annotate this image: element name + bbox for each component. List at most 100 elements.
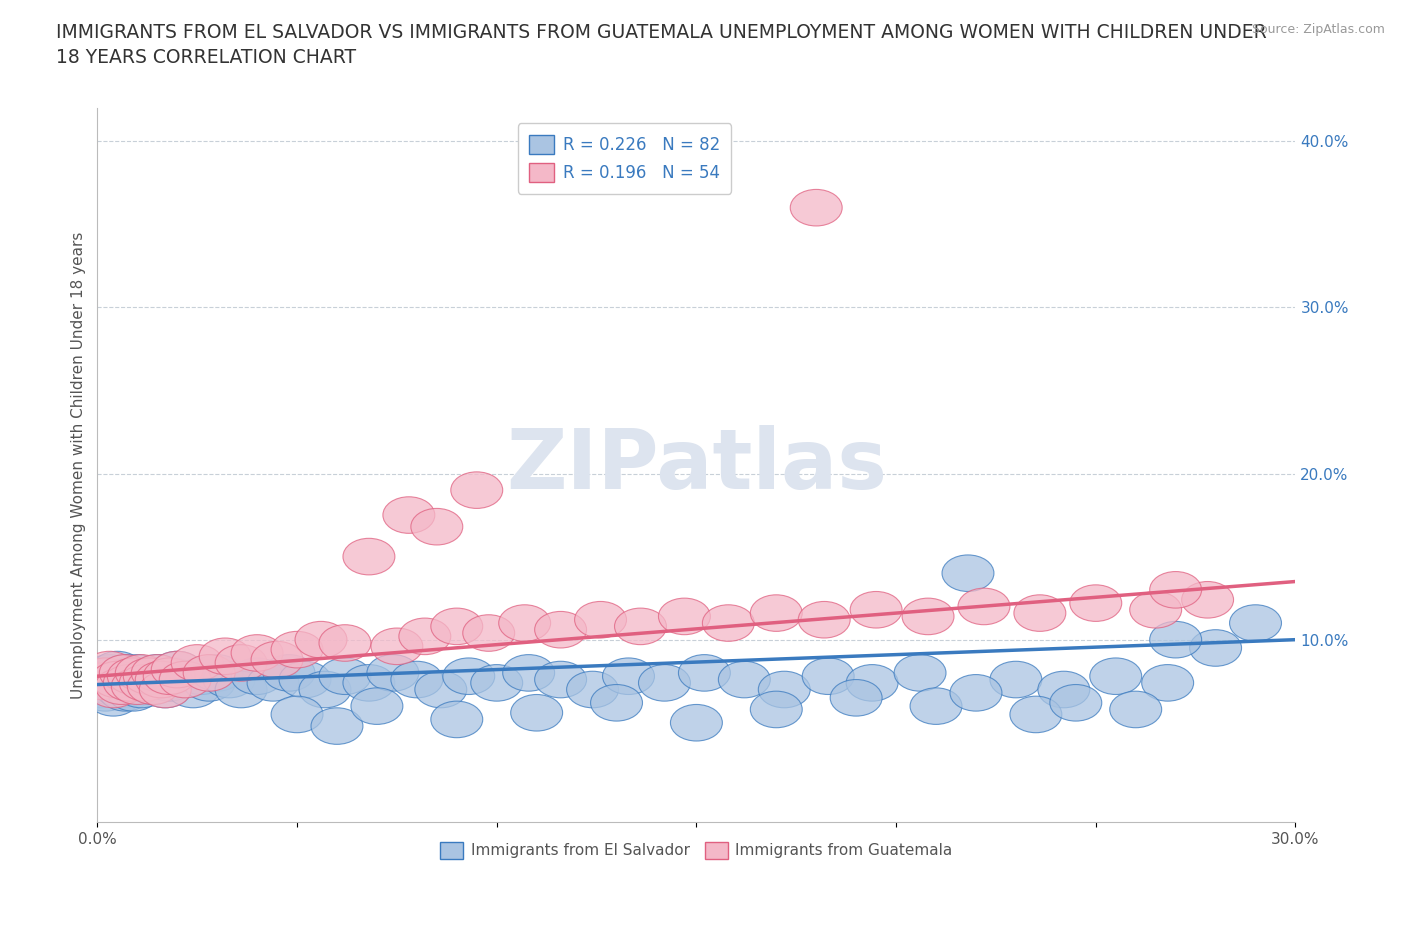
Text: ZIPatlas: ZIPatlas [506,425,887,506]
Ellipse shape [311,708,363,744]
Ellipse shape [591,684,643,721]
Ellipse shape [96,661,148,698]
Ellipse shape [120,665,172,701]
Ellipse shape [352,688,404,724]
Ellipse shape [894,655,946,691]
Ellipse shape [1181,581,1233,618]
Ellipse shape [107,668,159,704]
Ellipse shape [139,671,191,708]
Ellipse shape [263,655,315,691]
Ellipse shape [231,658,283,695]
Ellipse shape [1129,591,1181,628]
Ellipse shape [1150,572,1202,608]
Ellipse shape [503,655,554,691]
Ellipse shape [111,655,163,691]
Ellipse shape [96,671,148,708]
Ellipse shape [451,472,503,509]
Ellipse shape [534,661,586,698]
Ellipse shape [391,661,443,698]
Ellipse shape [411,509,463,545]
Ellipse shape [990,661,1042,698]
Ellipse shape [751,691,803,728]
Ellipse shape [148,658,200,695]
Ellipse shape [104,665,155,701]
Ellipse shape [167,671,219,708]
Ellipse shape [231,634,283,671]
Ellipse shape [343,665,395,701]
Ellipse shape [215,671,267,708]
Ellipse shape [1010,697,1062,733]
Ellipse shape [100,655,152,691]
Ellipse shape [79,663,131,699]
Y-axis label: Unemployment Among Women with Children Under 18 years: Unemployment Among Women with Children U… [72,232,86,699]
Ellipse shape [319,658,371,695]
Ellipse shape [575,602,627,638]
Ellipse shape [534,611,586,648]
Ellipse shape [1014,595,1066,631]
Ellipse shape [215,644,267,681]
Ellipse shape [87,658,139,695]
Ellipse shape [91,666,143,703]
Ellipse shape [1038,671,1090,708]
Ellipse shape [111,668,163,704]
Ellipse shape [183,655,235,691]
Ellipse shape [91,661,143,698]
Ellipse shape [319,625,371,661]
Ellipse shape [382,497,434,533]
Ellipse shape [152,651,204,688]
Ellipse shape [159,661,211,698]
Ellipse shape [803,658,855,695]
Ellipse shape [87,671,139,708]
Ellipse shape [104,665,155,701]
Ellipse shape [371,628,423,665]
Ellipse shape [1150,621,1202,658]
Ellipse shape [115,671,167,708]
Ellipse shape [790,190,842,226]
Ellipse shape [295,621,347,658]
Ellipse shape [399,618,451,655]
Ellipse shape [846,665,898,701]
Ellipse shape [128,668,179,704]
Ellipse shape [76,663,128,699]
Ellipse shape [679,655,730,691]
Ellipse shape [100,655,152,691]
Ellipse shape [671,704,723,741]
Ellipse shape [658,598,710,634]
Ellipse shape [1070,585,1122,621]
Ellipse shape [131,655,183,691]
Ellipse shape [115,661,167,698]
Ellipse shape [83,651,135,688]
Ellipse shape [271,697,323,733]
Text: Source: ZipAtlas.com: Source: ZipAtlas.com [1251,23,1385,36]
Text: IMMIGRANTS FROM EL SALVADOR VS IMMIGRANTS FROM GUATEMALA UNEMPLOYMENT AMONG WOME: IMMIGRANTS FROM EL SALVADOR VS IMMIGRANT… [56,23,1267,67]
Ellipse shape [191,655,243,691]
Ellipse shape [430,608,482,644]
Ellipse shape [135,661,187,698]
Ellipse shape [83,655,135,691]
Ellipse shape [510,695,562,731]
Ellipse shape [104,658,155,695]
Ellipse shape [343,538,395,575]
Ellipse shape [91,651,143,688]
Ellipse shape [131,655,183,691]
Ellipse shape [1109,691,1161,728]
Ellipse shape [107,658,159,695]
Ellipse shape [252,642,304,678]
Ellipse shape [299,671,352,708]
Ellipse shape [758,671,810,708]
Ellipse shape [200,638,252,674]
Ellipse shape [135,661,187,698]
Ellipse shape [76,671,128,708]
Ellipse shape [1050,684,1102,721]
Ellipse shape [415,671,467,708]
Ellipse shape [751,595,803,631]
Ellipse shape [638,665,690,701]
Ellipse shape [204,661,254,698]
Ellipse shape [1090,658,1142,695]
Ellipse shape [718,661,770,698]
Ellipse shape [247,665,299,701]
Ellipse shape [851,591,903,628]
Ellipse shape [172,644,224,681]
Ellipse shape [1230,604,1281,642]
Ellipse shape [176,658,228,695]
